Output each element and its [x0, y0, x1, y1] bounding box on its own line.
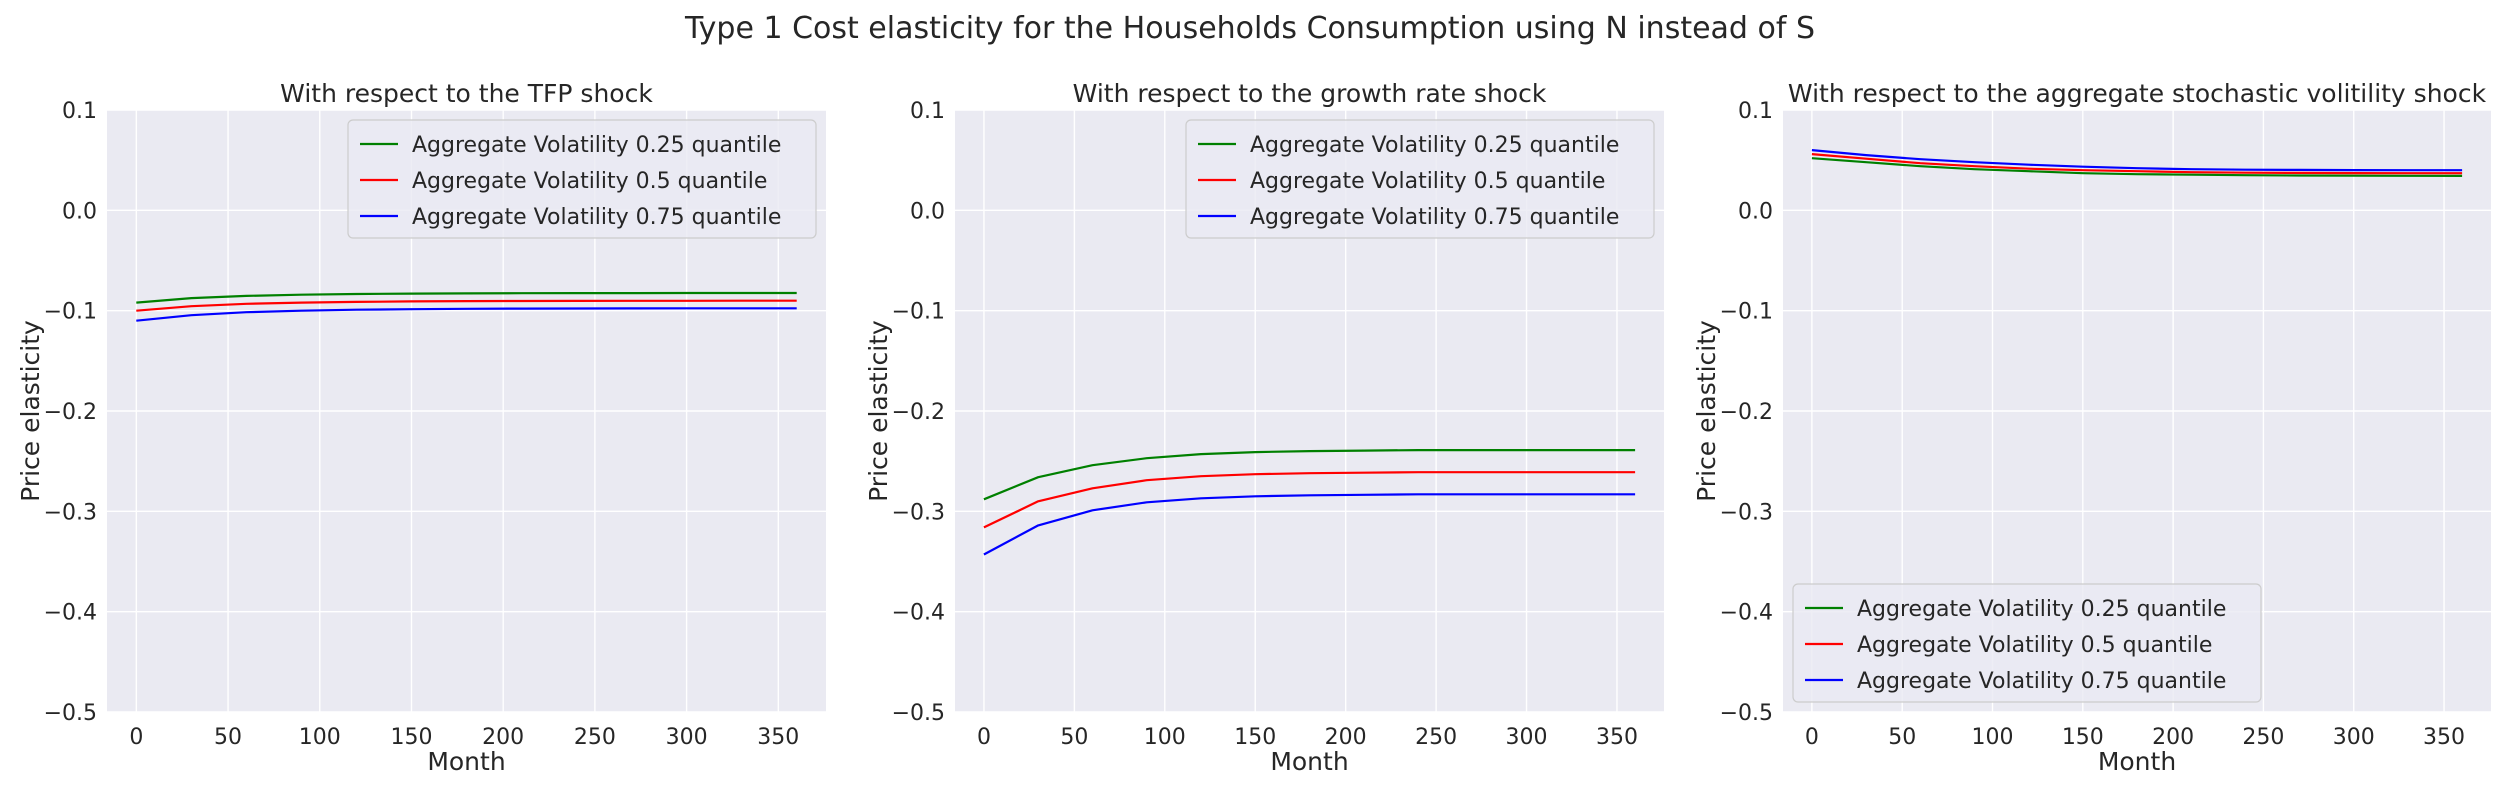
y-tick-label: −0.2	[1720, 400, 1773, 425]
legend-label: Aggregate Volatility 0.25 quantile	[1250, 133, 1619, 158]
x-tick-label: 0	[977, 725, 991, 750]
x-tick-label: 300	[666, 725, 708, 750]
legend-box	[1185, 119, 1655, 239]
x-tick-label: 350	[2423, 725, 2465, 750]
x-tick-label: 200	[1325, 725, 1367, 750]
series-line-1	[136, 291, 797, 304]
y-axis-label: Price elasticity	[16, 320, 45, 502]
series-line-2	[983, 471, 1636, 529]
y-tick-label: −0.2	[892, 400, 945, 425]
x-tick-label: 300	[1506, 725, 1548, 750]
y-tick-label: −0.4	[1720, 601, 1773, 626]
y-tick-label: −0.1	[44, 300, 97, 325]
x-tick-label: 250	[1415, 725, 1457, 750]
x-tick-label: 100	[1972, 725, 2014, 750]
y-tick-label: −0.5	[1720, 701, 1773, 726]
y-tick-label: −0.1	[892, 300, 945, 325]
y-tick-label: −0.3	[44, 500, 97, 525]
y-axis-label: Price elasticity	[864, 320, 893, 502]
x-tick-label: 200	[2152, 725, 2194, 750]
y-tick-label: −0.4	[44, 601, 97, 626]
y-tick-label: −0.1	[1720, 300, 1773, 325]
y-tick-label: 0.0	[910, 199, 945, 224]
x-tick-label: 300	[2333, 725, 2375, 750]
x-tick-label: 150	[390, 725, 432, 750]
legend-box	[347, 119, 817, 239]
x-tick-label: 350	[1596, 725, 1638, 750]
chart-panel-2: With respect to the growth rate shock 0 50…	[864, 79, 1664, 776]
x-axis-label: Month	[427, 747, 505, 776]
x-tick-label: 50	[1888, 725, 1916, 750]
y-tick-label: 0.0	[62, 199, 97, 224]
series-line-2	[136, 299, 797, 312]
chart-title: With respect to the TFP shock	[280, 79, 653, 108]
x-tick-label: 0	[1805, 725, 1819, 750]
y-tick-label: −0.3	[1720, 500, 1773, 525]
y-tick-label: −0.2	[44, 400, 97, 425]
series-line-1	[983, 449, 1636, 501]
y-tick-label: 0.1	[1738, 99, 1773, 124]
series-line-2	[1811, 153, 2463, 175]
legend: Aggregate Volatility 0.25 quantile Aggreg…	[347, 119, 817, 239]
series-line-1	[1811, 157, 2463, 177]
legend-box	[1792, 583, 2262, 703]
x-tick-label: 50	[214, 725, 242, 750]
x-axis-label: Month	[1270, 747, 1348, 776]
legend-label: Aggregate Volatility 0.75 quantile	[1250, 205, 1619, 230]
figure-title: Type 1 Cost elasticity for the Household…	[684, 11, 1815, 46]
x-tick-label: 250	[2242, 725, 2284, 750]
legend-label: Aggregate Volatility 0.5 quantile	[1857, 633, 2212, 658]
legend-label: Aggregate Volatility 0.75 quantile	[1857, 669, 2226, 694]
chart-panel-1: With respect to the TFP shock 0 50 100 150 20…	[16, 79, 826, 776]
legend-label: Aggregate Volatility 0.5 quantile	[1250, 169, 1605, 194]
x-tick-label: 150	[2062, 725, 2104, 750]
legend-label: Aggregate Volatility 0.75 quantile	[412, 205, 781, 230]
legend-label: Aggregate Volatility 0.5 quantile	[412, 169, 767, 194]
y-tick-label: −0.3	[892, 500, 945, 525]
chart-title: With respect to the aggregate stochastic…	[1788, 79, 2487, 108]
chart-title: With respect to the growth rate shock	[1073, 79, 1547, 108]
legend-label: Aggregate Volatility 0.25 quantile	[412, 133, 781, 158]
x-tick-label: 250	[574, 725, 616, 750]
y-tick-label: −0.5	[44, 701, 97, 726]
y-axis-label: Price elasticity	[1692, 320, 1721, 502]
x-tick-label: 350	[757, 725, 799, 750]
x-tick-label: 150	[1234, 725, 1276, 750]
x-tick-label: 100	[299, 725, 341, 750]
y-tick-label: 0.1	[910, 99, 945, 124]
x-tick-label: 0	[129, 725, 143, 750]
y-tick-label: −0.5	[892, 701, 945, 726]
x-tick-label: 200	[482, 725, 524, 750]
legend: Aggregate Volatility 0.25 quantile Aggreg…	[1792, 583, 2262, 703]
x-tick-label: 100	[1144, 725, 1186, 750]
series-line-3	[983, 493, 1636, 556]
x-axis-label: Month	[2098, 747, 2176, 776]
chart-panel-3: With respect to the aggregate stochastic…	[1692, 79, 2491, 776]
series-line-3	[1811, 149, 2463, 172]
legend: Aggregate Volatility 0.25 quantile Aggreg…	[1185, 119, 1655, 239]
legend-label: Aggregate Volatility 0.25 quantile	[1857, 597, 2226, 622]
series-line-3	[136, 307, 797, 322]
y-tick-label: −0.4	[892, 601, 945, 626]
y-tick-label: 0.1	[62, 99, 97, 124]
x-tick-label: 50	[1060, 725, 1088, 750]
y-tick-label: 0.0	[1738, 199, 1773, 224]
